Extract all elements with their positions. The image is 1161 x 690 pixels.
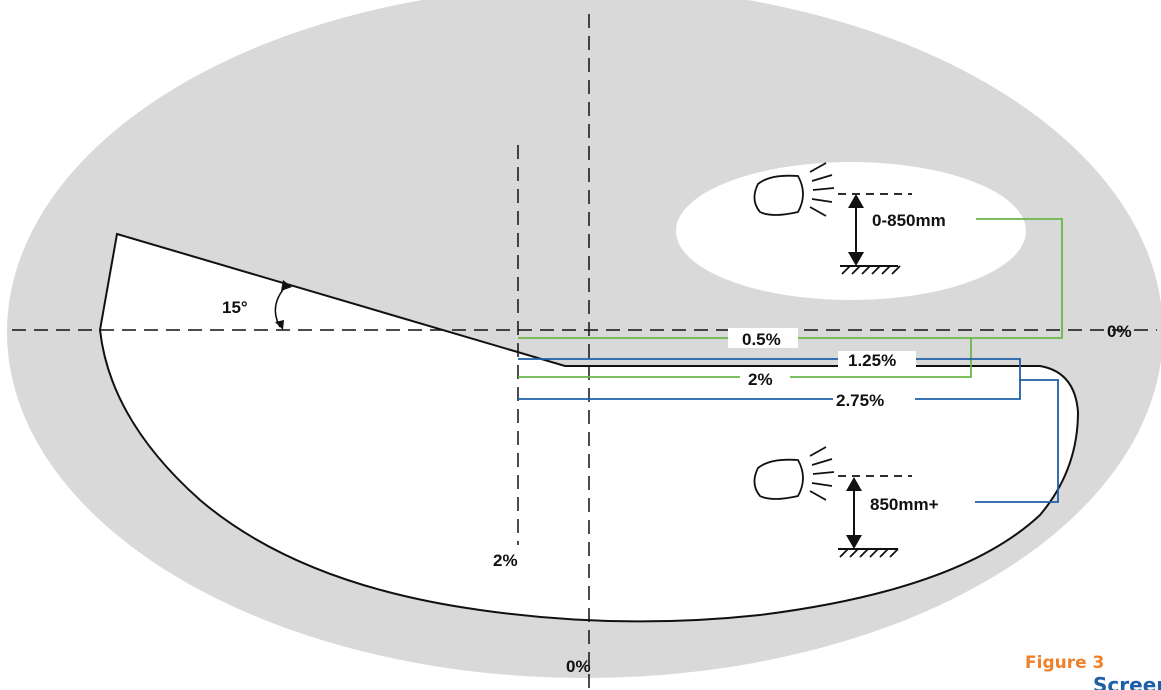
label-bg — [833, 389, 915, 409]
angle-label: 15° — [222, 298, 248, 317]
green-bottom-label: 2% — [748, 370, 773, 389]
label-bg — [838, 351, 916, 369]
high-height-label: 850mm+ — [870, 495, 939, 514]
angle-arrow-top — [281, 280, 292, 291]
figure-title-partial: Screen — [1093, 673, 1161, 690]
blue-bottom-label: 2.75% — [836, 391, 884, 410]
green-top-label: 0.5% — [742, 330, 781, 349]
vertical-axis-label: 0% — [566, 657, 591, 676]
blue-top-label: 1.25% — [848, 351, 896, 370]
arrow-head — [848, 252, 864, 266]
arrow-head — [846, 535, 862, 549]
offset-axis-label: 2% — [493, 551, 518, 570]
label-bg — [728, 328, 798, 348]
angle-arrow-bottom — [275, 320, 284, 330]
horizontal-axis-label: 0% — [1107, 322, 1132, 341]
low-height-label: 0-850mm — [872, 211, 946, 230]
arrow-head — [846, 477, 862, 491]
headlamp-icon-low — [753, 162, 912, 275]
arrow-head — [848, 194, 864, 208]
beam-pattern-shape — [98, 232, 1080, 623]
figure-number: Figure 3 — [1025, 653, 1104, 673]
blue-aim-lines — [518, 358, 1059, 503]
label-bg — [740, 369, 790, 388]
low-mount-ellipse — [676, 162, 1026, 300]
